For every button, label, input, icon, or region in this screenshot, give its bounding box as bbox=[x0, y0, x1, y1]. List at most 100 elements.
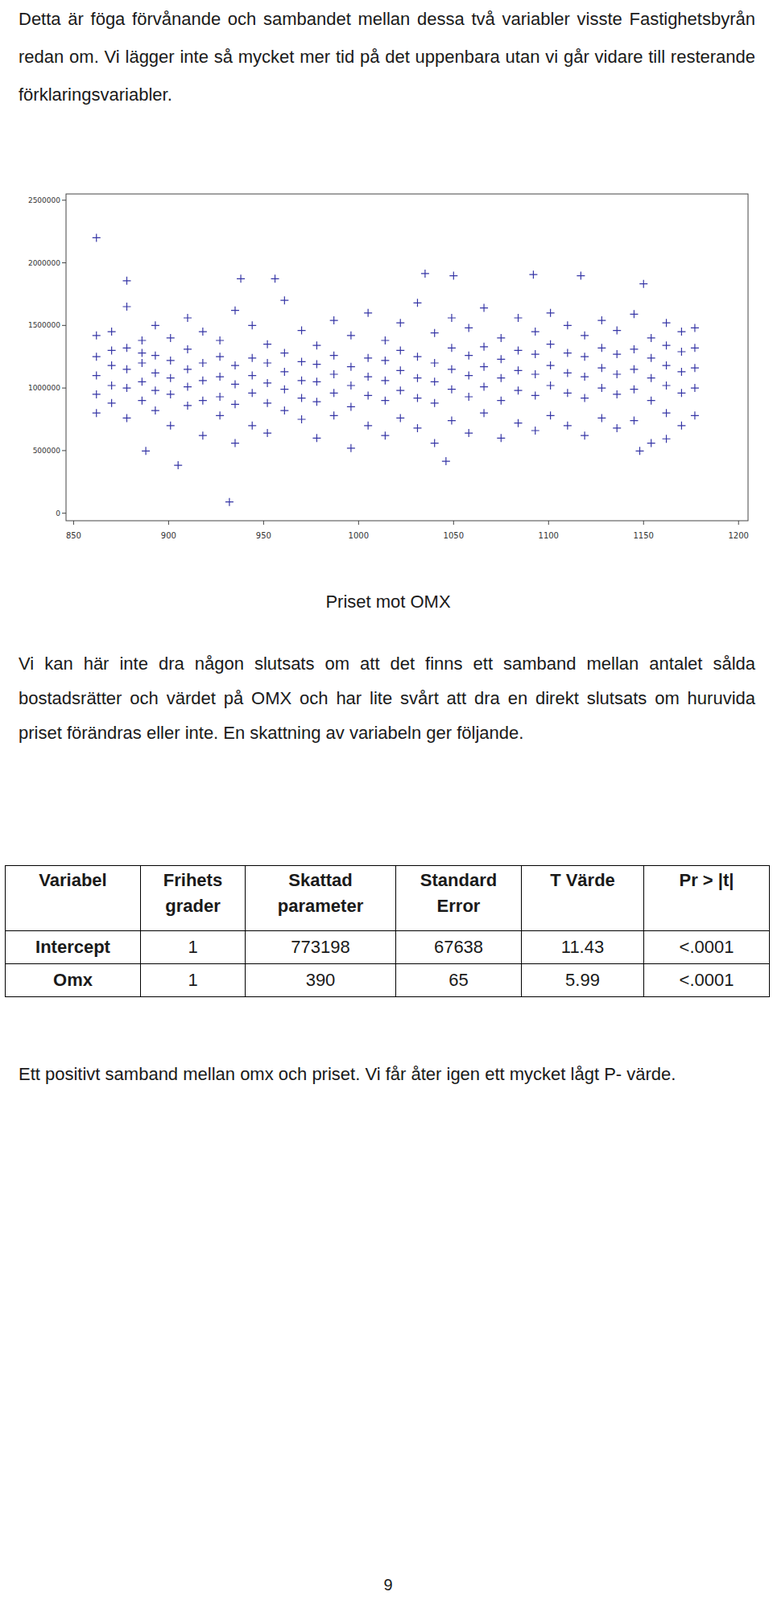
point bbox=[430, 439, 439, 448]
point bbox=[449, 272, 458, 281]
point bbox=[690, 363, 699, 373]
point bbox=[690, 411, 699, 420]
point bbox=[92, 331, 101, 340]
point bbox=[514, 386, 523, 395]
x-tick bbox=[548, 520, 550, 525]
point bbox=[107, 327, 116, 336]
point bbox=[677, 327, 686, 336]
point bbox=[447, 314, 456, 323]
conclusion: Ett positivt samband mellan omx och pris… bbox=[18, 1057, 756, 1092]
plot-frame bbox=[66, 194, 749, 521]
point bbox=[231, 400, 240, 409]
x-tick-label: 1150 bbox=[633, 531, 654, 541]
point bbox=[413, 374, 422, 383]
point bbox=[248, 388, 257, 397]
point bbox=[396, 366, 405, 375]
point bbox=[677, 347, 686, 356]
point bbox=[122, 384, 131, 393]
table-cell: 1 bbox=[140, 931, 246, 965]
point bbox=[464, 372, 473, 381]
point bbox=[447, 343, 456, 352]
point bbox=[198, 396, 207, 406]
point bbox=[271, 274, 280, 283]
header-cell: T Värde bbox=[521, 866, 645, 932]
point bbox=[225, 498, 234, 507]
x-tick bbox=[263, 520, 265, 525]
x-tick-label: 1050 bbox=[443, 531, 464, 541]
point bbox=[421, 269, 430, 278]
point bbox=[514, 366, 523, 375]
table-cell: Intercept bbox=[5, 931, 141, 965]
point bbox=[647, 374, 656, 383]
point bbox=[597, 316, 606, 325]
point bbox=[215, 336, 224, 345]
point bbox=[496, 434, 505, 443]
point bbox=[107, 381, 116, 390]
point bbox=[662, 318, 671, 327]
point bbox=[280, 406, 289, 415]
point bbox=[347, 363, 356, 372]
x-tick-label: 1100 bbox=[538, 531, 559, 541]
point bbox=[330, 388, 339, 397]
point bbox=[639, 280, 648, 289]
point bbox=[297, 357, 306, 366]
point bbox=[312, 360, 321, 369]
x-tick-label: 950 bbox=[256, 531, 272, 541]
header-cell: Skattad parameter bbox=[245, 866, 397, 932]
point bbox=[137, 336, 146, 345]
point bbox=[215, 372, 224, 381]
point bbox=[496, 374, 505, 383]
point bbox=[496, 355, 505, 364]
point bbox=[330, 316, 339, 325]
table-cell: 1 bbox=[140, 964, 246, 998]
point bbox=[122, 302, 131, 311]
table-cell: 65 bbox=[396, 964, 522, 998]
point bbox=[662, 409, 671, 418]
y-tick bbox=[62, 262, 67, 264]
point bbox=[447, 417, 456, 426]
point bbox=[629, 365, 638, 374]
x-tick-label: 900 bbox=[161, 531, 177, 541]
point bbox=[531, 350, 540, 359]
point bbox=[280, 385, 289, 394]
point bbox=[546, 309, 555, 318]
point bbox=[380, 431, 389, 440]
point bbox=[629, 310, 638, 319]
point bbox=[597, 343, 606, 352]
x-tick bbox=[738, 520, 740, 525]
point bbox=[248, 421, 257, 430]
point bbox=[280, 349, 289, 358]
point bbox=[198, 359, 207, 368]
header-cell: Variabel bbox=[5, 866, 141, 932]
table-body: Intercept17731986763811.43<.0001Omx13906… bbox=[5, 931, 770, 998]
point bbox=[312, 341, 321, 350]
point bbox=[166, 421, 175, 430]
point bbox=[141, 446, 150, 455]
point bbox=[137, 349, 146, 358]
point bbox=[107, 346, 116, 355]
point bbox=[514, 314, 523, 323]
table-cell: 11.43 bbox=[521, 931, 645, 965]
point bbox=[198, 327, 207, 336]
point bbox=[597, 363, 606, 373]
x-tick bbox=[453, 520, 455, 525]
point bbox=[363, 421, 373, 430]
point bbox=[442, 457, 451, 466]
point bbox=[297, 376, 306, 385]
point bbox=[183, 345, 192, 354]
point bbox=[137, 396, 146, 406]
point bbox=[514, 419, 523, 428]
point bbox=[531, 370, 540, 379]
point bbox=[122, 413, 131, 422]
table-cell: 67638 bbox=[396, 931, 522, 965]
point bbox=[231, 439, 240, 448]
point bbox=[380, 396, 389, 406]
point bbox=[231, 306, 240, 315]
point bbox=[215, 392, 224, 401]
point bbox=[413, 352, 422, 361]
point bbox=[413, 424, 422, 433]
point bbox=[662, 381, 671, 390]
x-tick bbox=[73, 520, 75, 525]
table-cell: 390 bbox=[245, 964, 397, 998]
point bbox=[330, 351, 339, 360]
